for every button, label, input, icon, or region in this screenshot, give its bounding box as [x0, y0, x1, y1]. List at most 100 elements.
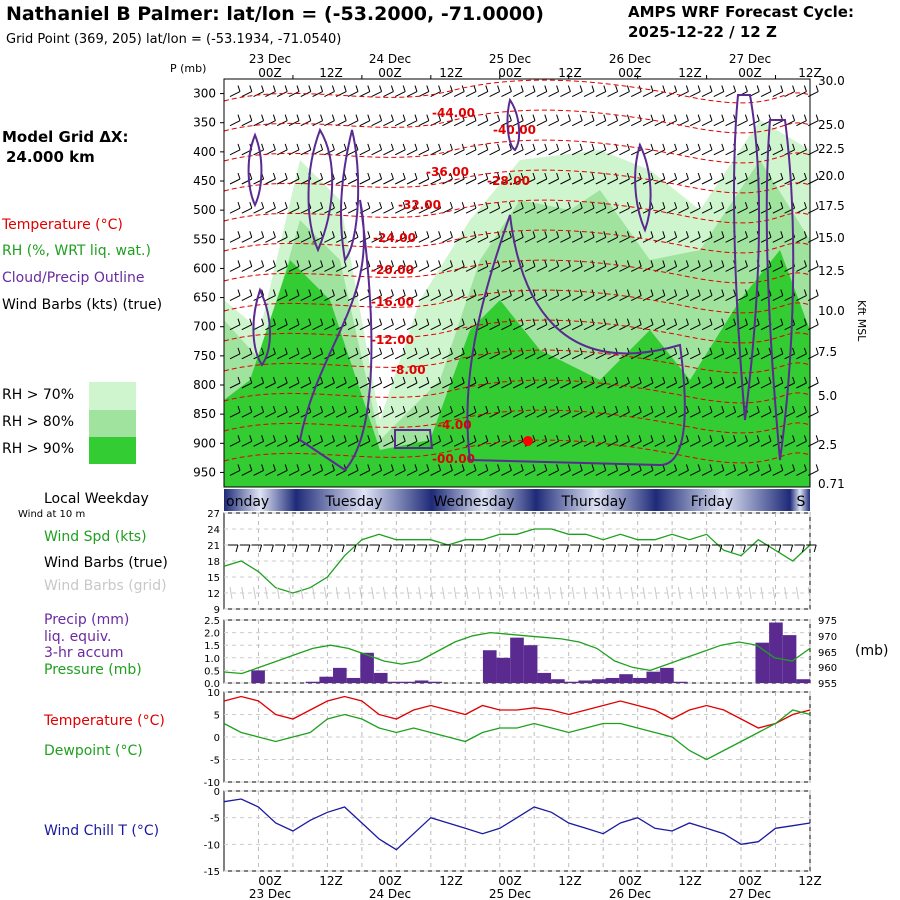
cloud-outline: [340, 129, 360, 263]
wind-barb-grid: [618, 586, 622, 600]
wind-barb-flag: [355, 347, 359, 355]
time-tick-label-bottom: 12Z: [558, 874, 582, 888]
wind-barb: [760, 469, 772, 476]
wind-barb: [241, 265, 253, 272]
wind-barb: [642, 411, 654, 418]
wind-barb-flag: [719, 544, 723, 553]
wind-barb-flag: [449, 85, 453, 92]
wind-barb-flag: [284, 143, 288, 151]
precip-panel-tick-label: 2.5: [204, 616, 220, 627]
wind-barb-flag: [414, 143, 418, 151]
wind-barb: [536, 382, 548, 389]
wind-barb-flag: [603, 318, 607, 325]
wind-barb: [430, 411, 441, 418]
wind-barb: [701, 91, 713, 98]
wind-barb-flag: [249, 464, 253, 471]
wind-barb-flag: [674, 318, 678, 325]
wind-barb: [536, 91, 548, 98]
wind-barb-flag: [567, 376, 571, 384]
wind-barb-flag: [650, 435, 654, 442]
wind-barb-flag: [803, 376, 807, 384]
wind-barb-grid: [347, 586, 351, 600]
wind-barb-flag: [744, 289, 748, 296]
wind-barb-flag: [721, 172, 725, 180]
wind-barb: [737, 265, 748, 272]
wind-barb: [583, 295, 595, 302]
wind-barb: [229, 178, 241, 185]
wind-barb: [489, 91, 500, 98]
time-tick-label-bottom: 00Z: [258, 874, 282, 888]
time-tick-label-top: 12Z: [439, 66, 463, 80]
wind-barb: [571, 295, 583, 302]
wind-barb: [394, 295, 406, 302]
wind-barb: [489, 295, 500, 302]
wind-barb: [489, 324, 500, 331]
wind-barb-flag: [343, 231, 347, 238]
wind-barb: [312, 295, 323, 302]
wind-barb-flag: [697, 231, 701, 238]
wind-barb-grid: [300, 586, 304, 600]
wind-barb: [571, 469, 583, 476]
wind-barb-flag: [426, 318, 430, 325]
wind-barb-flag: [591, 405, 595, 413]
wind-barb: [772, 236, 784, 243]
wind-barb: [737, 149, 748, 156]
wind-barb-flag: [414, 85, 418, 92]
wind-barb-flag: [353, 544, 357, 553]
wind-barb: [501, 469, 512, 476]
pressure-tick-label: 450: [193, 174, 216, 188]
wind-barb: [453, 353, 465, 360]
wind-barb: [477, 120, 489, 127]
wind-barb: [512, 295, 524, 302]
wind-barb: [253, 411, 264, 418]
precip-bar: [428, 681, 443, 683]
wind-barb-flag: [261, 347, 265, 355]
wind-barb: [383, 324, 394, 331]
wind-barb: [619, 411, 630, 418]
wind-barb: [312, 207, 323, 214]
wind-barb: [394, 120, 406, 127]
wind-barb: [560, 207, 571, 214]
wind-barb-flag: [709, 260, 713, 267]
wind-barb: [359, 469, 371, 476]
time-tick-label-bottom: 12Z: [319, 874, 343, 888]
wind-barb-grid: [725, 586, 729, 600]
wind-barb-flag: [721, 143, 725, 151]
wind-barb: [300, 324, 312, 331]
wind-barb-flag: [343, 405, 347, 413]
wind-barb: [253, 469, 264, 476]
wind-barb: [253, 324, 264, 331]
wind-barb: [784, 440, 795, 447]
wind-barb-flag: [390, 318, 394, 325]
wind-barb-flag: [272, 289, 276, 296]
wind-barb: [312, 178, 323, 185]
wind-barb: [324, 440, 335, 447]
wind-barb: [229, 411, 241, 418]
wind-barb: [453, 207, 465, 214]
cloud-outline: [394, 429, 434, 449]
wind-barb: [359, 178, 371, 185]
wind-barb-grid: [335, 586, 339, 600]
wind-barb: [760, 440, 772, 447]
wind-barb: [796, 353, 807, 360]
wind-barb-flag: [390, 435, 394, 442]
wind-barb: [253, 149, 264, 156]
wind-barb: [430, 382, 441, 389]
wind-barb-flag: [272, 376, 276, 384]
wind-barb-flag: [626, 376, 630, 384]
wind-barb-flag: [449, 172, 453, 180]
wind-barb: [371, 382, 382, 389]
wind-barb-flag: [674, 405, 678, 413]
wind-barb-flag: [367, 114, 371, 121]
wind-barb-flag: [272, 435, 276, 442]
wind-barb-flag: [756, 435, 760, 442]
wind-barb: [595, 207, 607, 214]
weekday-band-segment: [432, 489, 536, 511]
wind-barb-flag: [815, 201, 819, 209]
wind-barb-flag: [426, 143, 430, 151]
wind-barb-flag: [247, 544, 251, 553]
temp-contour: [223, 409, 811, 434]
wind-barb: [666, 382, 677, 389]
wind-barb-flag: [449, 289, 453, 296]
wind-barb-flag: [449, 231, 453, 238]
